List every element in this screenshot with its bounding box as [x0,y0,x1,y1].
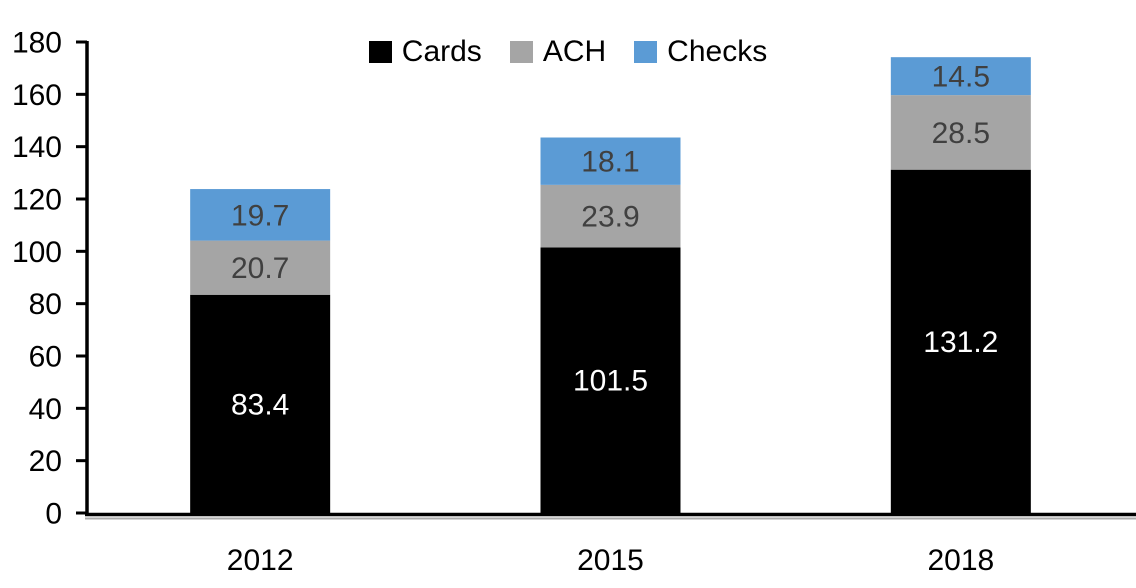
bar-value-label: 23.9 [581,201,639,234]
y-axis-tick-label: 20 [29,445,62,478]
legend: Cards ACH Checks [0,36,1136,68]
legend-swatch-cards [368,41,392,63]
bar-segment-2015-cards [540,247,681,514]
bar-value-label: 101.5 [573,365,648,398]
y-axis-tick-label: 120 [12,184,62,217]
bar-value-label: 18.1 [581,146,639,179]
y-axis-tick-label: 100 [12,236,62,269]
y-axis-tick-label: 140 [12,131,62,164]
bar-segment-2012-cards [190,294,331,513]
legend-label: Cards [401,35,482,68]
legend-label: Checks [667,35,768,68]
bar-value-label: 19.7 [231,199,289,232]
bar-segment-2012-ach [190,240,331,295]
bar-value-label: 14.5 [932,61,990,94]
y-axis-tick-label: 80 [29,288,62,321]
bar-segment-2018-checks [890,57,1031,96]
legend-item-checks: Checks [634,36,767,68]
legend-label: ACH [542,35,607,68]
y-axis-tick-label: 160 [12,79,62,112]
bar-segment-2015-checks [540,137,681,185]
bar-segment-2015-ach [540,184,681,248]
y-axis-tick-label: 40 [29,393,62,426]
x-axis-label: 2015 [577,544,644,577]
bar-value-label: 28.5 [932,117,990,150]
legend-swatch-ach [509,41,533,63]
bar-value-label: 131.2 [923,326,998,359]
x-axis-label: 2012 [227,544,294,577]
bar-value-label: 20.7 [231,252,289,285]
legend-item-cards: Cards [368,35,482,68]
bar-segment-2018-cards [890,169,1031,513]
bar-value-label: 83.4 [231,388,289,421]
x-axis-label: 2018 [927,544,994,577]
bar-segment-2018-ach [890,95,1031,170]
legend-swatch-checks [634,41,658,63]
y-axis-tick-label: 180 [12,27,62,60]
legend-item-ach: ACH [509,35,607,68]
y-axis-tick-label: 0 [45,498,62,531]
bar-segment-2012-checks [190,189,331,241]
y-axis-tick-label: 60 [29,341,62,374]
